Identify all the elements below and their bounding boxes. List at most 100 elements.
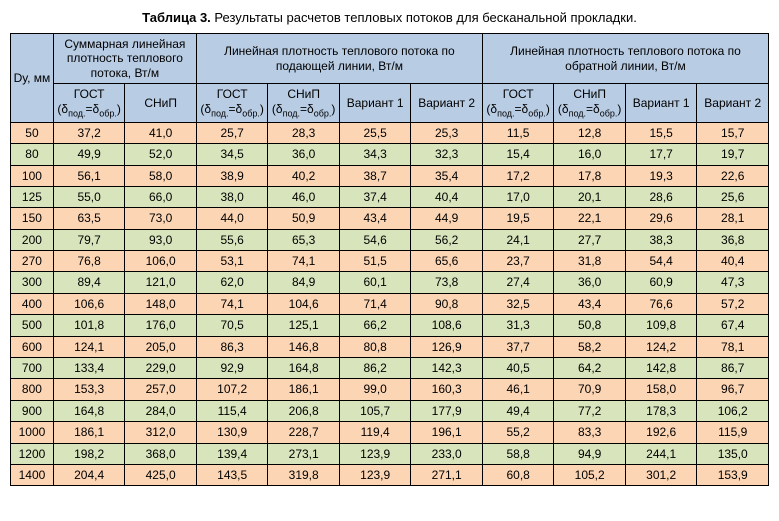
cell-value: 22,1 [554, 208, 626, 229]
cell-value: 178,3 [625, 400, 697, 421]
cell-value: 133,4 [53, 358, 125, 379]
cell-value: 38,9 [196, 165, 268, 186]
cell-value: 58,8 [482, 443, 554, 464]
cell-value: 186,1 [53, 422, 125, 443]
table-row: 8049,952,034,536,034,332,315,416,017,719… [11, 144, 769, 165]
cell-value: 86,2 [339, 358, 411, 379]
cell-value: 63,5 [53, 208, 125, 229]
cell-value: 66,2 [339, 315, 411, 336]
cell-value: 158,0 [625, 379, 697, 400]
cell-value: 108,6 [411, 315, 483, 336]
cell-value: 164,8 [53, 400, 125, 421]
cell-value: 192,6 [625, 422, 697, 443]
table-row: 30089,4121,062,084,960,173,827,436,060,9… [11, 272, 769, 293]
cell-value: 123,9 [339, 465, 411, 486]
cell-value: 84,9 [268, 272, 340, 293]
cell-value: 17,8 [554, 165, 626, 186]
cell-value: 19,5 [482, 208, 554, 229]
cell-value: 44,9 [411, 208, 483, 229]
cell-value: 106,0 [125, 251, 197, 272]
cell-value: 53,1 [196, 251, 268, 272]
cell-value: 46,1 [482, 379, 554, 400]
cell-value: 60,8 [482, 465, 554, 486]
table-header: Dу, мм Суммарная линейная плотность тепл… [11, 34, 769, 123]
cell-value: 73,0 [125, 208, 197, 229]
cell-value: 99,0 [339, 379, 411, 400]
cell-value: 36,8 [697, 229, 769, 250]
cell-value: 78,1 [697, 336, 769, 357]
cell-value: 86,7 [697, 358, 769, 379]
hdr-sup-snip: СНиП (δпод.=δобр.) [268, 84, 340, 123]
cell-value: 38,0 [196, 186, 268, 207]
table-row: 700133,4229,092,9164,886,2142,340,564,21… [11, 358, 769, 379]
cell-dy: 1200 [11, 443, 54, 464]
cell-value: 64,2 [554, 358, 626, 379]
cell-value: 90,8 [411, 293, 483, 314]
cell-value: 56,2 [411, 229, 483, 250]
hdr-group-supply: Линейная плотность теплового потока по п… [196, 34, 482, 84]
cell-value: 94,9 [554, 443, 626, 464]
cell-dy: 1400 [11, 465, 54, 486]
hdr-sup-gost: ГОСТ (δпод.=δобр.) [196, 84, 268, 123]
cell-value: 23,7 [482, 251, 554, 272]
table-row: 600124,1205,086,3146,880,8126,937,758,21… [11, 336, 769, 357]
hdr-sup-var1: Вариант 1 [339, 84, 411, 123]
cell-value: 76,8 [53, 251, 125, 272]
cell-value: 176,0 [125, 315, 197, 336]
cell-value: 109,8 [625, 315, 697, 336]
cell-value: 25,7 [196, 122, 268, 143]
cell-value: 233,0 [411, 443, 483, 464]
cell-value: 62,0 [196, 272, 268, 293]
cell-value: 25,6 [697, 186, 769, 207]
cell-value: 43,4 [339, 208, 411, 229]
data-table: Dу, мм Суммарная линейная плотность тепл… [10, 33, 769, 486]
hdr-ret-snip: СНиП (δпод.=δобр.) [554, 84, 626, 123]
cell-value: 40,4 [411, 186, 483, 207]
cell-value: 16,0 [554, 144, 626, 165]
cell-value: 55,2 [482, 422, 554, 443]
cell-value: 148,0 [125, 293, 197, 314]
table-row: 800153,3257,0107,2186,199,0160,346,170,9… [11, 379, 769, 400]
cell-value: 196,1 [411, 422, 483, 443]
cell-value: 135,0 [697, 443, 769, 464]
cell-value: 126,9 [411, 336, 483, 357]
cell-value: 55,0 [53, 186, 125, 207]
cell-dy: 50 [11, 122, 54, 143]
cell-dy: 300 [11, 272, 54, 293]
cell-value: 34,5 [196, 144, 268, 165]
cell-value: 186,1 [268, 379, 340, 400]
cell-dy: 200 [11, 229, 54, 250]
table-row: 400106,6148,074,1104,671,490,832,543,476… [11, 293, 769, 314]
cell-dy: 1000 [11, 422, 54, 443]
cell-value: 17,2 [482, 165, 554, 186]
cell-value: 76,6 [625, 293, 697, 314]
cell-value: 160,3 [411, 379, 483, 400]
cell-value: 115,4 [196, 400, 268, 421]
cell-value: 124,1 [53, 336, 125, 357]
cell-value: 46,0 [268, 186, 340, 207]
cell-value: 119,4 [339, 422, 411, 443]
cell-value: 12,8 [554, 122, 626, 143]
table-row: 1200198,2368,0139,4273,1123,9233,058,894… [11, 443, 769, 464]
cell-dy: 900 [11, 400, 54, 421]
cell-value: 29,6 [625, 208, 697, 229]
cell-value: 38,3 [625, 229, 697, 250]
cell-value: 123,9 [339, 443, 411, 464]
cell-dy: 400 [11, 293, 54, 314]
cell-value: 115,9 [697, 422, 769, 443]
cell-value: 40,5 [482, 358, 554, 379]
cell-value: 17,0 [482, 186, 554, 207]
cell-value: 70,5 [196, 315, 268, 336]
cell-value: 65,6 [411, 251, 483, 272]
table-row: 1000186,1312,0130,9228,7119,4196,155,283… [11, 422, 769, 443]
cell-value: 28,1 [697, 208, 769, 229]
cell-dy: 150 [11, 208, 54, 229]
cell-value: 32,3 [411, 144, 483, 165]
cell-value: 142,3 [411, 358, 483, 379]
cell-value: 15,7 [697, 122, 769, 143]
cell-value: 319,8 [268, 465, 340, 486]
cell-value: 177,9 [411, 400, 483, 421]
cell-value: 36,0 [554, 272, 626, 293]
cell-dy: 125 [11, 186, 54, 207]
cell-value: 35,4 [411, 165, 483, 186]
